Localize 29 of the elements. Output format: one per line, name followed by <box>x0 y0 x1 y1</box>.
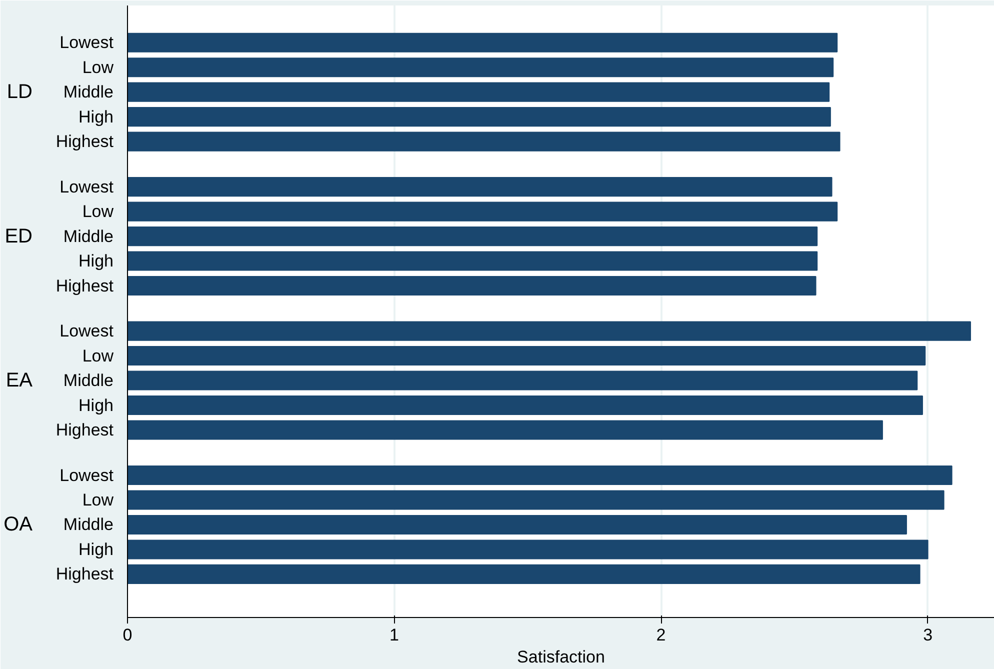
y-tick-label: Lowest <box>60 33 114 52</box>
y-tick-label: Highest <box>56 276 114 296</box>
y-tick-label: Middle <box>63 371 114 390</box>
y-tick-label: Low <box>82 202 114 222</box>
y-tick-label: Low <box>82 490 114 510</box>
y-tick-label: Lowest <box>60 177 114 196</box>
y-tick-label: Lowest <box>60 466 114 485</box>
y-tick-label: Low <box>82 346 114 366</box>
y-tick-label: High <box>78 396 114 415</box>
text: OA <box>4 514 34 536</box>
x-tick-label: 0 <box>122 626 132 644</box>
y-tick-label: High <box>78 107 114 126</box>
x-axis-title: Satisfaction <box>517 648 605 666</box>
y-tick-label: Middle <box>63 515 114 534</box>
text: LD <box>6 81 33 104</box>
x-tick-label: 1 <box>390 626 400 644</box>
y-tick-label: Lowest <box>60 322 114 341</box>
text: EA <box>6 370 34 392</box>
y-tick-label: Middle <box>63 226 114 246</box>
y-tick-label: Highest <box>56 132 114 152</box>
x-tick-label: 3 <box>923 626 933 644</box>
y-tick-label: Highest <box>56 564 114 584</box>
y-tick-label: Highest <box>56 420 114 440</box>
y-tick-label: High <box>78 252 114 271</box>
x-tick-label: 2 <box>656 626 666 644</box>
y-tick-label: Middle <box>63 82 114 102</box>
y-tick-label: High <box>78 540 114 559</box>
y-tick-label: Low <box>82 58 114 77</box>
text: ED <box>4 225 33 248</box>
